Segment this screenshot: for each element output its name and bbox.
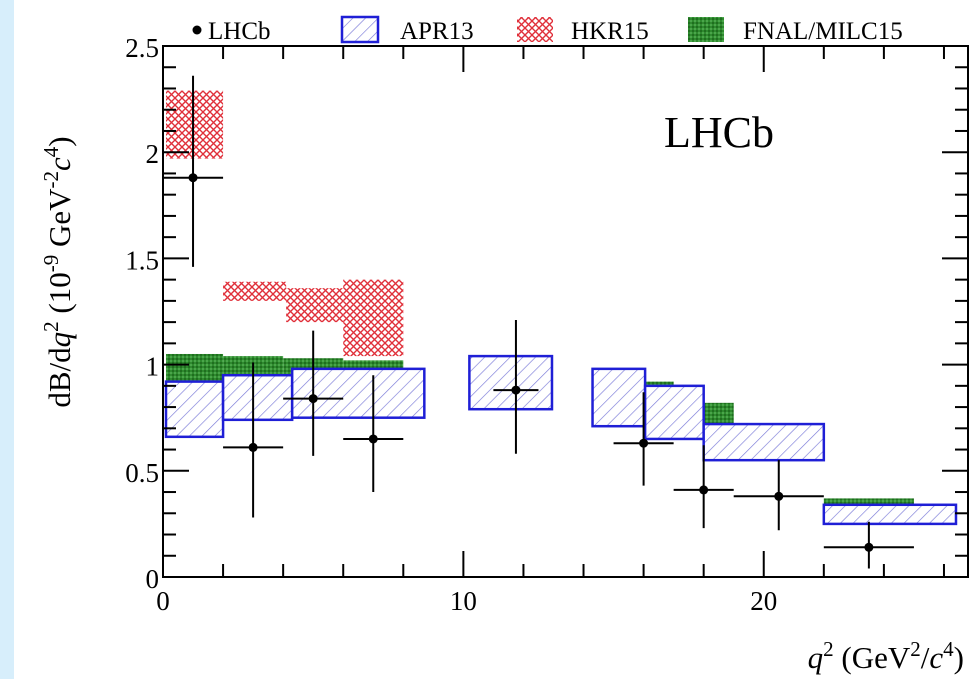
hkr15-box-0 xyxy=(166,90,224,159)
lhcb-point-5 xyxy=(639,438,649,448)
hkr15-box-3 xyxy=(343,279,404,357)
y-tick-label-3: 1.5 xyxy=(125,245,159,275)
lhcb-points xyxy=(163,75,914,569)
x-tick-label-1: 10 xyxy=(450,586,477,616)
x-axis-label: q2 (GeV2/c4) xyxy=(808,637,964,675)
lhcb-point-7 xyxy=(774,491,784,501)
figure-frame: LHCb APR13 HKR15 FNAL/MILC15 0 10 20 0 0.5 1 1… xyxy=(14,0,976,679)
apr13-box-2 xyxy=(290,367,426,419)
lhcb-point-1 xyxy=(248,442,258,452)
apr13-box-6 xyxy=(702,422,826,462)
plot-frame xyxy=(162,45,969,578)
apr13-box-1 xyxy=(221,373,294,422)
legend-lhcb-marker xyxy=(192,25,202,35)
apr13-box-7 xyxy=(822,503,958,526)
y-tick-label-2: 1 xyxy=(146,352,160,382)
apr13-box-5 xyxy=(643,384,705,441)
fnal-milc15-box-7 xyxy=(823,498,914,507)
y-axis-label: dB/dq2 (10-9 GeV-2c4) xyxy=(39,136,77,407)
lhcb-point-4 xyxy=(511,385,521,395)
apr13-boxes xyxy=(164,354,958,526)
axis-ticks xyxy=(162,45,968,578)
legend-fnal-label: FNAL/MILC15 xyxy=(743,18,903,45)
legend-apr13-swatch xyxy=(340,15,380,44)
axis-tick-labels: 0 10 20 0 0.5 1 1.5 2 2.5 xyxy=(125,33,777,616)
lhcb-point-2 xyxy=(308,394,318,404)
annotation-lhcb: LHCb xyxy=(664,108,774,157)
lhcb-point-6 xyxy=(699,485,709,495)
legend-hkr15-swatch xyxy=(517,17,553,42)
x-tick-label-2: 20 xyxy=(750,586,777,616)
x-tick-label-0: 0 xyxy=(156,586,170,616)
legend-hkr15-label: HKR15 xyxy=(571,18,649,45)
y-tick-label-1: 0.5 xyxy=(125,458,159,488)
legend: LHCb APR13 HKR15 FNAL/MILC15 xyxy=(192,15,903,45)
lhcb-point-3 xyxy=(368,434,378,444)
hkr15-box-1 xyxy=(223,281,287,301)
lhcb-point-0 xyxy=(188,173,198,183)
legend-apr13-label: APR13 xyxy=(400,18,474,45)
legend-lhcb-label: LHCb xyxy=(208,18,271,45)
legend-fnal-swatch xyxy=(688,17,724,42)
lhcb-point-8 xyxy=(864,542,874,552)
apr13-box-3 xyxy=(468,354,554,411)
chart: LHCb APR13 HKR15 FNAL/MILC15 0 10 20 0 0.5 1 1… xyxy=(39,15,969,675)
y-tick-label-5: 2.5 xyxy=(125,33,159,63)
y-tick-label-0: 0 xyxy=(146,564,160,594)
y-tick-label-4: 2 xyxy=(146,139,160,169)
apr13-box-4 xyxy=(591,367,647,428)
hkr15-boxes xyxy=(166,90,404,357)
hkr15-box-2 xyxy=(286,288,344,323)
